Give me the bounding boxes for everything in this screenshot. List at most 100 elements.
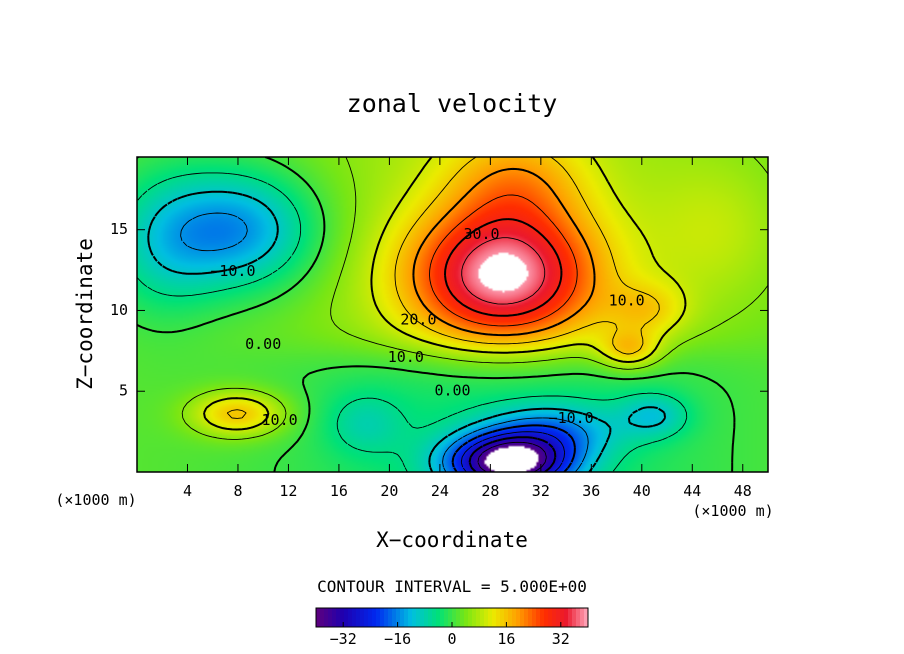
contour-line bbox=[203, 157, 687, 431]
colorbar-tick-label: −32 bbox=[330, 630, 357, 648]
y-axis-label: Z−coordinate bbox=[73, 238, 97, 390]
x-tick-label: 36 bbox=[582, 482, 600, 500]
colorbar-cell bbox=[524, 608, 529, 627]
contour-line bbox=[451, 424, 576, 472]
colorbar-cell bbox=[332, 608, 337, 627]
colorbar-cell bbox=[416, 608, 421, 627]
colorbar-tick-label: −16 bbox=[384, 630, 411, 648]
colorbar-tick-label: 16 bbox=[497, 630, 515, 648]
colorbar-tick-label: 0 bbox=[447, 630, 456, 648]
x-tick-label: 32 bbox=[532, 482, 550, 500]
colorbar-cell bbox=[492, 608, 497, 627]
colorbar-cell bbox=[372, 608, 377, 627]
colorbar-cell bbox=[480, 608, 485, 627]
colorbar-cell bbox=[424, 608, 429, 627]
contour-line bbox=[180, 212, 589, 472]
x-tick-label: 8 bbox=[233, 482, 242, 500]
colorbar-cell bbox=[548, 608, 553, 627]
contour-line bbox=[477, 441, 547, 472]
x-tick-label: 4 bbox=[183, 482, 192, 500]
colorbar-cell bbox=[440, 608, 445, 627]
colorbar-cell bbox=[364, 608, 369, 627]
colorbar-cell bbox=[544, 608, 549, 627]
contour-line bbox=[147, 190, 667, 472]
colorbar-cell bbox=[572, 608, 577, 627]
x-tick-label: 16 bbox=[330, 482, 348, 500]
contour-label: 0.00 bbox=[245, 335, 281, 353]
x-axis-label: X−coordinate bbox=[376, 528, 528, 552]
colorbar: −32 −16 0 16 32 bbox=[315, 607, 589, 648]
colorbar-cell bbox=[532, 608, 537, 627]
contour-line bbox=[468, 436, 557, 472]
x-tick-label: 44 bbox=[683, 482, 701, 500]
colorbar-cell bbox=[420, 608, 425, 627]
colorbar-cell bbox=[404, 608, 409, 627]
y-axis-ticks: 5 10 15 bbox=[110, 220, 768, 400]
colorbar-cell bbox=[368, 608, 373, 627]
colorbar-cell bbox=[360, 608, 365, 627]
colorbar-cell bbox=[344, 608, 349, 627]
x-axis-ticks: 4 8 12 16 20 24 28 32 36 40 44 48 bbox=[183, 157, 752, 500]
colorbar-cell bbox=[472, 608, 477, 627]
x-tick-label: 12 bbox=[279, 482, 297, 500]
colorbar-cell bbox=[456, 608, 461, 627]
colorbar-cell bbox=[432, 608, 437, 627]
colorbar-ticks: −32 −16 0 16 32 bbox=[330, 622, 570, 648]
contour-line bbox=[444, 218, 563, 317]
colorbar-cell bbox=[488, 608, 493, 627]
colorbar-cell bbox=[380, 608, 385, 627]
x-units-left: (×1000 m) bbox=[55, 491, 136, 509]
contour-line bbox=[460, 431, 566, 472]
x-tick-label: 40 bbox=[633, 482, 651, 500]
colorbar-cell bbox=[460, 608, 465, 627]
contour-line bbox=[181, 157, 768, 440]
colorbar-cell bbox=[340, 608, 345, 627]
colorbar-cell bbox=[352, 608, 357, 627]
colorbar-cell bbox=[428, 608, 433, 627]
colorbar-cell bbox=[452, 608, 457, 627]
colorbar-cell bbox=[540, 608, 545, 627]
x-tick-label: 24 bbox=[431, 482, 449, 500]
colorbar-cell bbox=[324, 608, 329, 627]
colorbar-cell bbox=[516, 608, 521, 627]
contour-interval-text: CONTOUR INTERVAL = 5.000E+00 bbox=[317, 577, 587, 596]
contour-line bbox=[137, 172, 688, 472]
y-tick-label: 15 bbox=[110, 220, 128, 238]
contour-labels: 30.0 20.0 10.0 10.0 0.00 0.00 −10.0 −10.0 10.0 bbox=[210, 225, 644, 429]
x-tick-label: 48 bbox=[734, 482, 752, 500]
colorbar-cell bbox=[316, 608, 321, 627]
colorbar-cell bbox=[520, 608, 525, 627]
contour-line bbox=[412, 167, 596, 337]
contour-line bbox=[226, 157, 660, 419]
contour-label: −10.0 bbox=[549, 409, 594, 427]
colorbar-cell bbox=[512, 608, 517, 627]
colorbar-cell bbox=[496, 608, 501, 627]
x-units-right: (×1000 m) bbox=[692, 502, 773, 520]
colorbar-cell bbox=[448, 608, 453, 627]
colorbar-cell bbox=[528, 608, 533, 627]
colorbar-cell bbox=[412, 608, 417, 627]
y-tick-label: 10 bbox=[110, 301, 128, 319]
colorbar-cell bbox=[576, 608, 581, 627]
contour-line bbox=[137, 157, 736, 472]
contour-lines bbox=[137, 157, 768, 472]
colorbar-tick-label: 32 bbox=[552, 630, 570, 648]
colorbar-cells bbox=[316, 608, 589, 627]
colorbar-cell bbox=[408, 608, 413, 627]
colorbar-cell bbox=[584, 608, 589, 627]
colorbar-cell bbox=[484, 608, 489, 627]
colorbar-cell bbox=[476, 608, 481, 627]
x-tick-label: 28 bbox=[481, 482, 499, 500]
colorbar-cell bbox=[396, 608, 401, 627]
y-tick-label: 5 bbox=[119, 382, 128, 400]
plot-area: 30.0 20.0 10.0 10.0 0.00 0.00 −10.0 −10.0 10.0 bbox=[136, 156, 769, 473]
colorbar-cell bbox=[400, 608, 405, 627]
colorbar-cell bbox=[336, 608, 341, 627]
contour-label: 30.0 bbox=[463, 225, 499, 243]
colorbar-cell bbox=[320, 608, 325, 627]
colorbar-cell bbox=[356, 608, 361, 627]
colorbar-cell bbox=[392, 608, 397, 627]
contour-line bbox=[429, 194, 578, 327]
